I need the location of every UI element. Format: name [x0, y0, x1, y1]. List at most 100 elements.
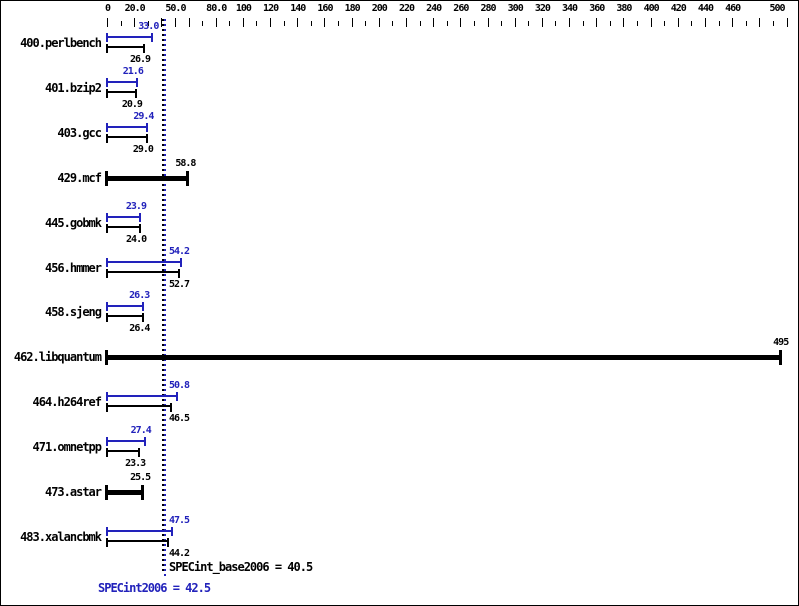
peak-value-label: 23.9	[125, 201, 147, 212]
peak-start-serif	[106, 437, 108, 446]
base-reference-line	[161, 19, 164, 573]
peak-start-serif	[106, 527, 108, 536]
benchmark-label: 445.gobmk	[44, 216, 102, 230]
base-bar	[107, 136, 147, 138]
axis-tick-label: 300	[507, 3, 524, 14]
axis-major-tick	[174, 18, 176, 27]
axis-major-tick	[677, 18, 679, 27]
axis-major-tick	[786, 18, 788, 27]
base-value-label: 23.3	[125, 458, 146, 469]
base-start-serif	[106, 89, 108, 98]
peak-value-label: 29.4	[133, 111, 154, 122]
peak-bar	[107, 305, 144, 307]
base-bar	[107, 226, 141, 228]
axis-tick-label: 120	[263, 3, 279, 14]
axis-major-tick	[704, 18, 706, 27]
combined-bar	[107, 490, 143, 495]
benchmark-label: 462.libquantum	[13, 350, 102, 364]
combined-bar	[107, 176, 188, 181]
axis-tick-label: 460	[725, 3, 741, 14]
peak-end-serif	[135, 78, 138, 87]
base-value-label: 29.0	[132, 144, 154, 155]
peak-start-serif	[106, 258, 108, 267]
base-value-label: 46.5	[169, 413, 190, 424]
axis-major-tick	[596, 18, 598, 27]
bar-end-serif	[141, 485, 145, 500]
axis-tick-label: 400	[643, 3, 660, 14]
axis-minor-tick	[555, 21, 557, 26]
base-start-serif	[106, 44, 108, 53]
base-end-serif	[139, 224, 142, 233]
base-value-label: 20.9	[121, 99, 143, 110]
combined-value-label: 58.8	[175, 158, 196, 169]
peak-start-serif	[106, 213, 108, 222]
benchmark-label: 473.astar	[44, 485, 102, 499]
axis-minor-tick	[419, 21, 421, 26]
peak-value-label: 47.5	[169, 515, 190, 526]
peak-end-serif	[180, 258, 183, 267]
axis-tick-label: 20.0	[124, 3, 146, 14]
axis-tick-label: 500	[769, 3, 785, 14]
base-start-serif	[106, 134, 108, 143]
base-bar	[107, 271, 180, 273]
axis-major-tick	[759, 18, 761, 27]
peak-end-serif	[143, 437, 146, 446]
base-end-serif	[134, 89, 137, 98]
base-bar	[107, 315, 144, 317]
base-end-serif	[166, 538, 169, 547]
axis-major-tick	[433, 18, 435, 27]
benchmark-label: 429.mcf	[57, 171, 102, 185]
axis-minor-tick	[637, 21, 638, 26]
base-bar	[107, 46, 145, 48]
benchmark-label: 400.perlbench	[20, 36, 102, 50]
axis-tick-label: 260	[453, 3, 469, 14]
combined-value-label: 25.5	[130, 472, 151, 483]
benchmark-label: 471.omnetpp	[32, 440, 102, 454]
benchmark-label: 458.sjeng	[44, 305, 102, 319]
peak-start-serif	[106, 33, 108, 42]
bar-end-serif	[779, 350, 783, 365]
base-end-serif	[145, 134, 148, 143]
axis-major-tick	[242, 18, 244, 27]
axis-major-tick	[732, 18, 734, 27]
base-end-serif	[143, 44, 146, 53]
peak-start-serif	[106, 78, 108, 87]
axis-minor-tick	[528, 21, 530, 26]
axis-minor-tick	[229, 21, 231, 26]
axis-tick-label: 80.0	[206, 3, 227, 14]
base-start-serif	[106, 448, 108, 457]
axis-minor-tick	[338, 21, 340, 26]
base-start-serif	[106, 403, 108, 412]
base-start-serif	[106, 269, 108, 278]
axis-minor-tick	[745, 21, 747, 26]
axis-tick-label: 160	[317, 3, 333, 14]
base-value-label: 44.2	[169, 548, 190, 559]
base-start-serif	[106, 313, 108, 322]
axis-major-tick	[188, 18, 190, 27]
base-end-serif	[142, 313, 145, 322]
axis-major-tick	[460, 18, 462, 27]
base-value-label: 26.9	[129, 54, 151, 65]
base-end-serif	[169, 403, 172, 412]
axis-minor-tick	[283, 21, 285, 26]
axis-major-tick	[134, 18, 136, 27]
base-bar	[107, 91, 136, 93]
axis-major-tick	[378, 18, 380, 27]
peak-result-text: SPECint2006 = 42.5	[98, 581, 211, 595]
base-bar	[107, 540, 168, 542]
peak-value-label: 50.8	[169, 380, 190, 391]
peak-reference-line	[164, 19, 167, 579]
peak-value-label: 27.4	[130, 425, 152, 436]
axis-major-tick	[107, 18, 108, 27]
axis-minor-tick	[147, 21, 149, 26]
axis-minor-tick	[473, 21, 475, 26]
benchmark-label: 464.h264ref	[32, 395, 102, 409]
combined-bar	[107, 355, 781, 360]
axis-tick-label: 200	[371, 3, 388, 14]
axis-minor-tick	[772, 21, 774, 26]
axis-tick-label: 320	[534, 3, 551, 14]
benchmark-label: 403.gcc	[57, 126, 102, 140]
peak-start-serif	[106, 392, 108, 401]
axis-tick-label: 180	[344, 3, 361, 14]
peak-bar	[107, 440, 145, 442]
